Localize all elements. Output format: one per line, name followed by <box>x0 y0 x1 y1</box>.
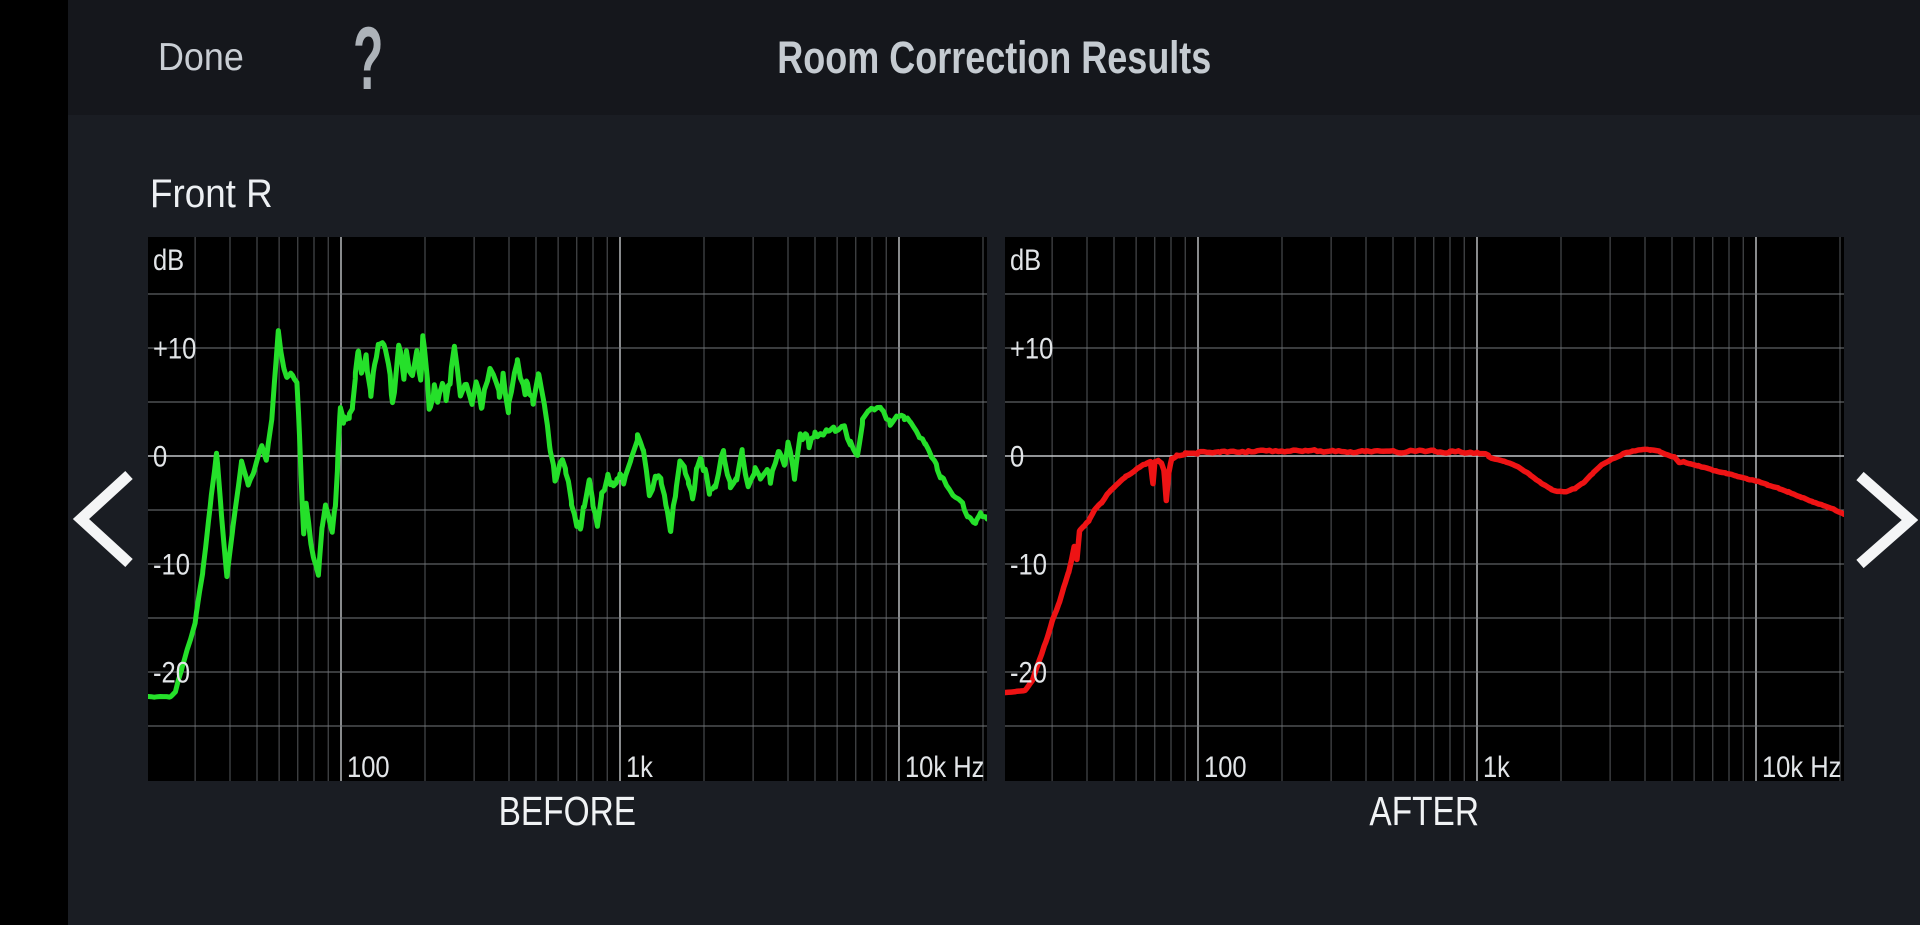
db-tick-label-10: +10 <box>153 333 196 366</box>
after-caption: AFTER <box>1005 787 1844 835</box>
db-tick-label--20: -20 <box>1010 657 1047 690</box>
freq-tick-label-100: 100 <box>1204 751 1247 781</box>
db-tick-label-10: +10 <box>1010 333 1053 366</box>
done-button-label: Done <box>158 36 244 79</box>
chevron-left-stroke <box>72 470 133 568</box>
content-area: Front R dB +10 0 -10 -20 100 1k 10k Hz dB +10 0 -1… <box>68 115 1920 925</box>
response-curve-after <box>1005 446 1844 696</box>
header-bar: Done ? Room Correction Results <box>68 0 1920 115</box>
freq-tick-label-1000: 1k <box>626 751 654 781</box>
before-chart: dB +10 0 -10 -20 100 1k 10k Hz <box>148 237 987 781</box>
db-tick-label-0: 0 <box>1010 441 1024 474</box>
notch-strip <box>0 0 68 925</box>
freq-tick-label-10000: 10k Hz <box>1762 751 1841 781</box>
done-button[interactable]: Done <box>158 0 251 115</box>
chart-plot-area <box>148 237 987 781</box>
next-speaker-button[interactable] <box>1848 466 1919 574</box>
prev-speaker-button[interactable] <box>70 466 140 574</box>
after-caption-text: AFTER <box>1369 788 1480 834</box>
after-chart: dB +10 0 -10 -20 100 1k 10k Hz <box>1005 237 1844 781</box>
freq-tick-label-1000: 1k <box>1483 751 1511 781</box>
db-tick-label--10: -10 <box>1010 549 1047 582</box>
db-tick-label--20: -20 <box>153 657 190 690</box>
db-tick-label--10: -10 <box>153 549 190 582</box>
chevron-right-icon <box>1856 471 1919 569</box>
response-curve-before <box>148 328 987 700</box>
chevron-left-icon <box>72 470 133 568</box>
before-caption-text: BEFORE <box>498 788 637 834</box>
page-title-text: Room Correction Results <box>776 32 1212 83</box>
freq-tick-label-10000: 10k Hz <box>905 751 984 781</box>
db-unit-label: dB <box>1010 244 1041 277</box>
help-icon: ? <box>352 7 384 108</box>
chart-plot-area <box>1005 237 1844 781</box>
before-caption: BEFORE <box>148 787 987 835</box>
after-chart-panel: dB +10 0 -10 -20 100 1k 10k Hz <box>1005 237 1844 781</box>
chevron-right-stroke <box>1856 471 1919 569</box>
speaker-name-text: Front R <box>150 172 273 216</box>
before-chart-panel: dB +10 0 -10 -20 100 1k 10k Hz <box>148 237 987 781</box>
freq-tick-label-100: 100 <box>347 751 390 781</box>
db-unit-label: dB <box>153 244 184 277</box>
help-button[interactable]: ? <box>338 0 398 115</box>
speaker-name-label: Front R <box>150 170 283 218</box>
db-tick-label-0: 0 <box>153 441 167 474</box>
